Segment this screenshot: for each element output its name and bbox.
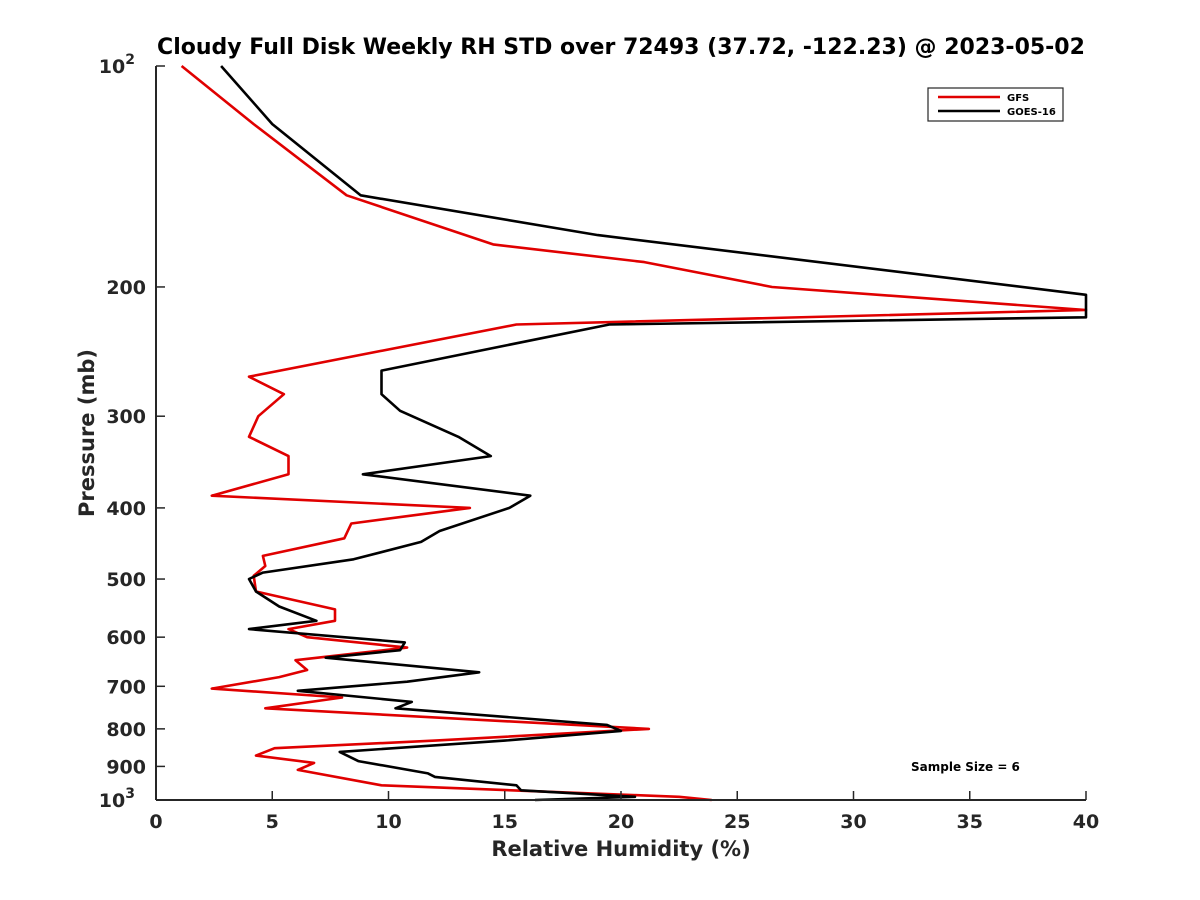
x-tick-label: 10 <box>375 811 401 833</box>
legend-entry-label: GFS <box>1007 93 1029 104</box>
x-ticks: 0 5 10 15 20 25 30 35 40 <box>149 791 1099 833</box>
y-axis-label: Pressure (mb) <box>75 349 99 517</box>
x-axis-label: Relative Humidity (%) <box>491 837 750 861</box>
y-tick-label-exponent: 2 <box>125 52 135 68</box>
x-tick-label: 0 <box>149 811 162 833</box>
y-tick-label-base: 500 <box>106 569 146 591</box>
y-tick-label-exponent: 3 <box>125 786 135 802</box>
x-tick-label: 30 <box>840 811 866 833</box>
y-tick-label-base: 10 <box>99 56 125 78</box>
y-tick-label: 600 <box>106 627 146 649</box>
legend: GFS GOES-16 <box>927 87 1064 122</box>
x-tick-label: 5 <box>266 811 279 833</box>
x-tick-label: 40 <box>1073 811 1099 833</box>
y-tick-label: 103 <box>99 786 135 812</box>
sample-size-annotation: Sample Size = 6 <box>911 760 1020 774</box>
y-tick-label: 400 <box>106 498 146 520</box>
y-tick-label-base: 800 <box>106 719 146 741</box>
x-tick-label: 25 <box>724 811 750 833</box>
y-tick-label: 900 <box>106 756 146 778</box>
y-tick-label-base: 600 <box>106 627 146 649</box>
y-tick-label-base: 300 <box>106 406 146 428</box>
y-tick-label: 700 <box>106 676 146 698</box>
legend-box <box>927 87 1064 122</box>
y-tick-label: 500 <box>106 569 146 591</box>
y-tick-label-base: 900 <box>106 756 146 778</box>
x-tick-label: 15 <box>492 811 518 833</box>
y-tick-label: 300 <box>106 406 146 428</box>
plot-area <box>156 66 1086 800</box>
x-tick-label: 35 <box>957 811 983 833</box>
series-layer <box>180 64 1088 802</box>
x-tick-label: 20 <box>608 811 634 833</box>
y-tick-label: 102 <box>99 52 135 78</box>
y-tick-label: 800 <box>106 719 146 741</box>
legend-entry-label: GOES-16 <box>1007 107 1056 118</box>
y-tick-label: 200 <box>106 277 146 299</box>
series-line-goes-16 <box>220 65 1088 802</box>
chart-title: Cloudy Full Disk Weekly RH STD over 7249… <box>157 35 1085 60</box>
y-tick-label-base: 400 <box>106 498 146 520</box>
y-tick-label-base: 700 <box>106 676 146 698</box>
y-tick-label-base: 200 <box>106 277 146 299</box>
y-tick-label-base: 10 <box>99 790 125 812</box>
